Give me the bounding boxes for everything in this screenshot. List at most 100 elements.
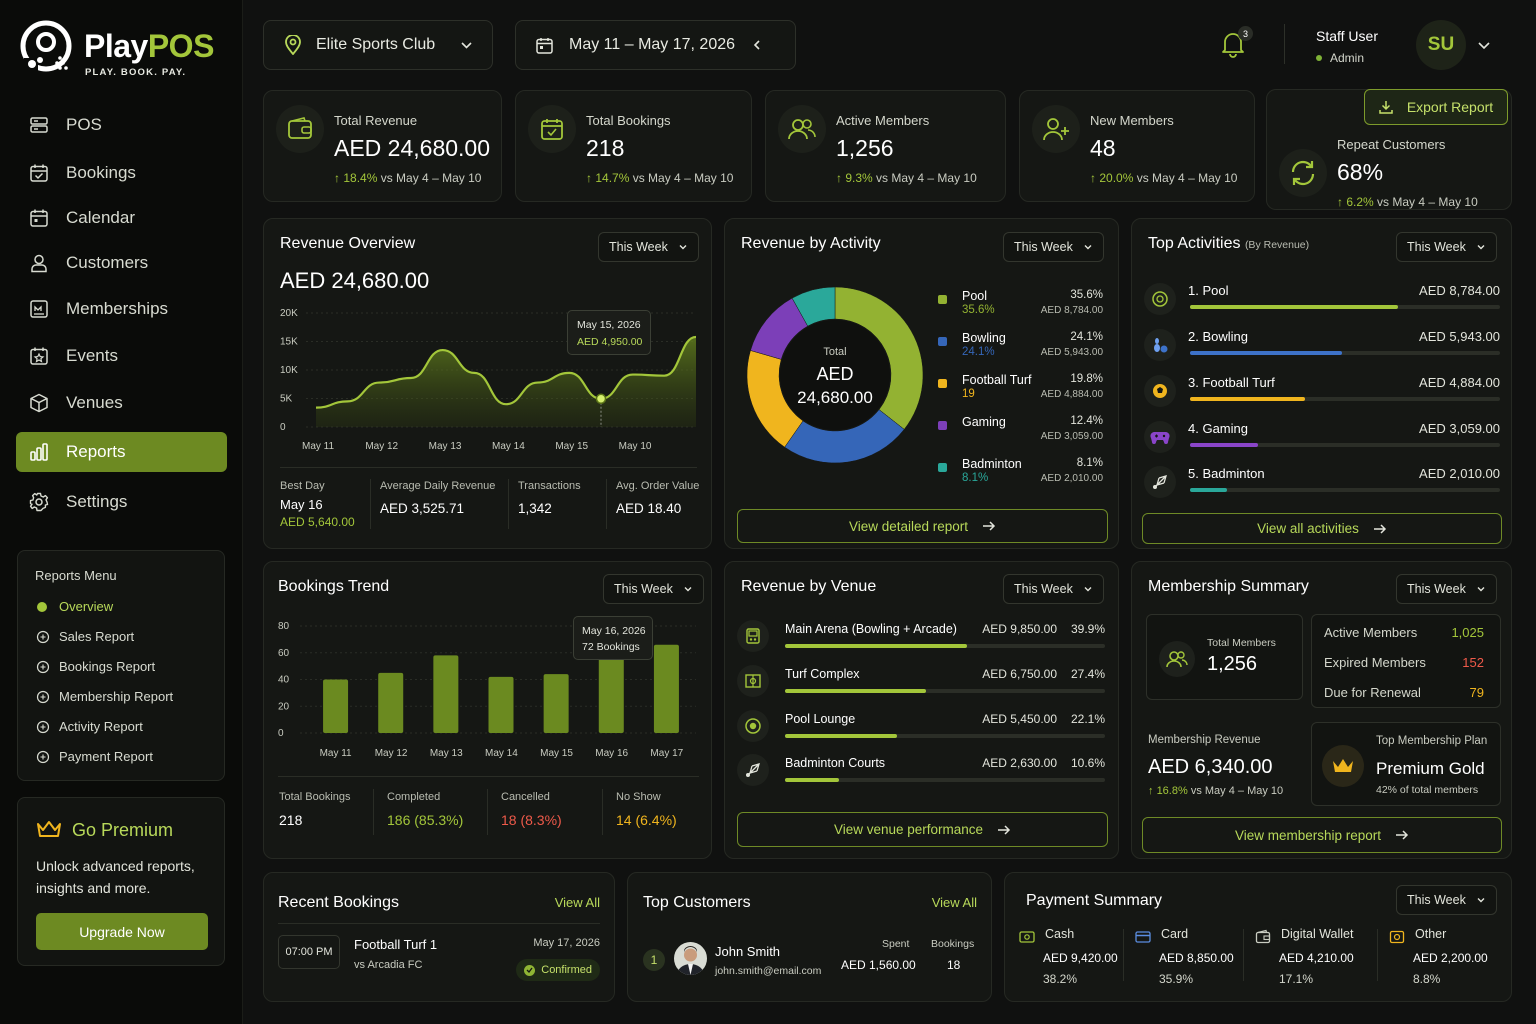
activity-progress-fill: [1190, 397, 1305, 401]
top-activities-period-dropdown[interactable]: This Week: [1396, 232, 1497, 262]
reports-menu-item-activity-report[interactable]: Activity Report: [36, 719, 143, 734]
donut-center-label: Total AED 24,680.00: [797, 346, 873, 407]
top-activities-title: Top Activities (By Revenue): [1148, 235, 1310, 252]
main-content: Elite Sports Club May 11 – May 17, 2026 …: [243, 0, 1536, 1024]
y-tick-label: 10K: [280, 365, 298, 376]
gamepad-icon: [1144, 421, 1176, 453]
activity-row[interactable]: 4. Gaming AED 3,059.00: [1144, 421, 1500, 461]
legend-color-dot: [938, 421, 947, 430]
sidebar-item-customers[interactable]: Customers: [16, 243, 227, 283]
booking-name[interactable]: Football Turf 1: [354, 937, 438, 952]
user-role: Admin: [1316, 51, 1364, 65]
activity-row[interactable]: 2. Bowling AED 5,943.00: [1144, 329, 1500, 369]
venue-progress-track: [785, 644, 1105, 648]
calendar-check-icon: [528, 105, 576, 153]
wallet-icon: [1255, 929, 1271, 945]
divider: [278, 776, 699, 777]
sidebar-item-reports[interactable]: Reports: [16, 432, 227, 472]
venue-period-dropdown[interactable]: This Week: [1003, 574, 1104, 604]
x-tick-label: May 14: [492, 441, 525, 452]
legend-color-dot: [938, 463, 947, 472]
chevron-left-icon[interactable]: [753, 40, 760, 50]
members-icon: [1159, 641, 1195, 677]
y-tick-label: 5K: [280, 394, 293, 405]
x-tick-label: May 15: [540, 748, 573, 759]
date-range-picker[interactable]: May 11 – May 17, 2026: [515, 20, 796, 70]
sidebar-item-venues[interactable]: Venues: [16, 383, 227, 423]
stat-value: 18 (8.3%): [501, 812, 562, 828]
premium-text: Unlock advanced reports, insights and mor…: [36, 858, 195, 896]
due-renewal-row: Due for Renewal 79: [1324, 685, 1484, 700]
total-members-box: Total Members 1,256: [1146, 614, 1303, 700]
event-star-icon: [28, 345, 50, 367]
view-venue-performance-link[interactable]: View venue performance: [737, 812, 1108, 847]
divider: [602, 789, 603, 835]
bookings-trend-title: Bookings Trend: [278, 578, 390, 595]
register-icon: [28, 114, 50, 136]
activity-period-dropdown[interactable]: This Week: [1003, 232, 1104, 262]
top-customers-view-all-link[interactable]: View All: [931, 895, 977, 910]
revenue-line-chart: 0 5K 10K 15K 20K May 11 May 12 May 13 May 14 May …: [280, 308, 697, 452]
customer-name[interactable]: John Smith: [715, 944, 781, 959]
upgrade-now-button[interactable]: Upgrade Now: [36, 913, 208, 950]
notification-bell-icon[interactable]: 3: [1220, 26, 1253, 60]
venue-row[interactable]: Badminton Courts AED 2,630.00 10.6%: [737, 754, 1105, 794]
bookings-label: Bookings: [931, 938, 975, 950]
sidebar-item-pos[interactable]: POS: [16, 105, 227, 145]
y-tick-label: 0: [278, 728, 284, 739]
venue-row[interactable]: Pool Lounge AED 5,450.00 22.1%: [737, 710, 1105, 750]
view-membership-report-link[interactable]: View membership report: [1142, 817, 1502, 853]
activity-row[interactable]: 5. Badminton AED 2,010.00: [1144, 466, 1500, 506]
kpi-value: 68%: [1337, 159, 1384, 185]
reports-menu-item-bookings-report[interactable]: Bookings Report: [36, 659, 155, 674]
kpi-card-new-members: New Members 48 ↑ 20.0% vs May 4 – May 10: [1019, 90, 1255, 202]
bar-may-11: [323, 679, 349, 733]
status-badge: Confirmed: [516, 959, 600, 981]
reports-menu-item-payment-report[interactable]: Payment Report: [36, 749, 153, 764]
user-plus-icon: [1032, 105, 1080, 153]
activity-progress-fill: [1190, 488, 1228, 492]
stat-label: Transactions: [518, 480, 581, 492]
revenue-overview-period-dropdown[interactable]: This Week: [598, 232, 699, 262]
venue-row[interactable]: Main Arena (Bowling + Arcade) AED 9,850.0…: [737, 620, 1105, 660]
sidebar-item-bookings[interactable]: Bookings: [16, 153, 227, 193]
view-detailed-report-link[interactable]: View detailed report: [737, 509, 1108, 543]
kpi-label: Active Members: [836, 113, 930, 128]
chevron-down-icon[interactable]: [1478, 42, 1490, 50]
y-tick-label: 20: [278, 701, 290, 712]
reports-menu-item-membership-report[interactable]: Membership Report: [36, 689, 173, 704]
sidebar-item-events[interactable]: Events: [16, 336, 227, 376]
kpi-value: AED 24,680.00: [334, 135, 491, 161]
customer-rank-badge: 1: [643, 949, 665, 971]
reports-menu-item-overview[interactable]: Overview: [36, 599, 113, 614]
membership-period-dropdown[interactable]: This Week: [1396, 574, 1497, 604]
activity-row[interactable]: 1. Pool AED 8,784.00: [1144, 283, 1500, 323]
legend-item-pool: Pool 35.6% 35.6% AED 8,784.00: [938, 289, 1103, 325]
refresh-icon: [1279, 149, 1327, 197]
bookings-trend-period-dropdown[interactable]: This Week: [603, 574, 704, 604]
legend-item-football-turf: Football Turf 19 19.8% AED 4,884.00: [938, 373, 1103, 409]
divider: [1377, 929, 1378, 981]
recent-bookings-view-all-link[interactable]: View All: [554, 895, 600, 910]
legend-color-dot: [938, 379, 947, 388]
bar-may-16: [598, 636, 624, 733]
view-all-activities-link[interactable]: View all activities: [1142, 513, 1502, 544]
venue-selector[interactable]: Elite Sports Club: [263, 20, 493, 70]
x-tick-label: May 16: [595, 748, 628, 759]
sidebar-item-memberships[interactable]: Memberships: [16, 289, 227, 329]
sidebar-item-settings[interactable]: Settings: [16, 482, 227, 522]
member-breakdown-box: Active Members 1,025 Expired Members 152 D…: [1311, 614, 1501, 708]
kpi-label: Total Bookings: [586, 113, 671, 128]
avatar[interactable]: SU: [1416, 20, 1466, 70]
active-members-row: Active Members 1,025: [1324, 625, 1484, 640]
divider: [278, 923, 600, 924]
donut-hole: [780, 320, 890, 430]
top-customers-title: Top Customers: [643, 894, 751, 911]
export-report-button[interactable]: Export Report: [1364, 89, 1508, 125]
payment-period-dropdown[interactable]: This Week: [1396, 885, 1497, 915]
activity-row[interactable]: 3. Football Turf AED 4,884.00: [1144, 375, 1500, 415]
sidebar-item-calendar[interactable]: Calendar: [16, 198, 227, 238]
venue-row[interactable]: Turf Complex AED 6,750.00 27.4%: [737, 665, 1105, 705]
reports-menu-item-sales-report[interactable]: Sales Report: [36, 629, 134, 644]
shuttlecock-icon: [737, 754, 769, 786]
